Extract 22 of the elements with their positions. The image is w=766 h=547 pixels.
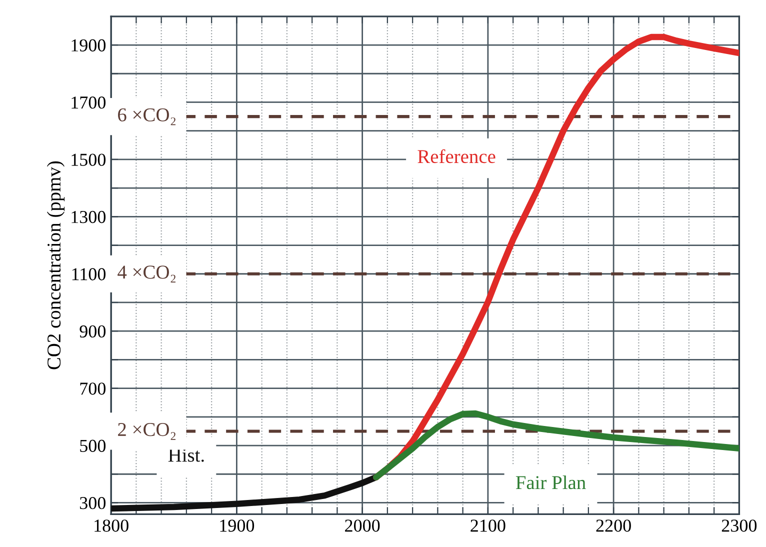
y-tick-label: 1100 [72,268,106,280]
y-tick-label: 1700 [72,96,106,109]
y-tick-label: 1900 [72,39,106,52]
y-tick-label: 300 [80,496,106,510]
ref-line-label: 4 ×CO₂ [118,266,176,283]
text: Fair Plan [516,475,586,490]
x-tick-label: 1800 [94,520,128,532]
ref-line-label: 2 ×CO₂ [118,423,176,440]
text: Hist. [168,448,204,462]
x-tick-label: 2100 [470,520,506,532]
x-tick-label: 2200 [596,520,631,532]
y-tick-label: 700 [80,382,106,395]
y-tick-label: 900 [80,325,106,338]
x-tick-label: 2300 [722,520,757,532]
ref-line-label: 6 ×CO₂ [118,108,176,126]
text: Reference [418,149,496,164]
x-tick-label: 2000 [345,520,380,532]
x-tick-label: 1900 [220,520,254,532]
y-tick-label: 1300 [72,210,106,224]
y-axis-title: CO2 concentration (ppmv) [46,161,65,370]
y-tick-label: 500 [80,440,106,452]
y-tick-label: 1500 [72,154,106,166]
